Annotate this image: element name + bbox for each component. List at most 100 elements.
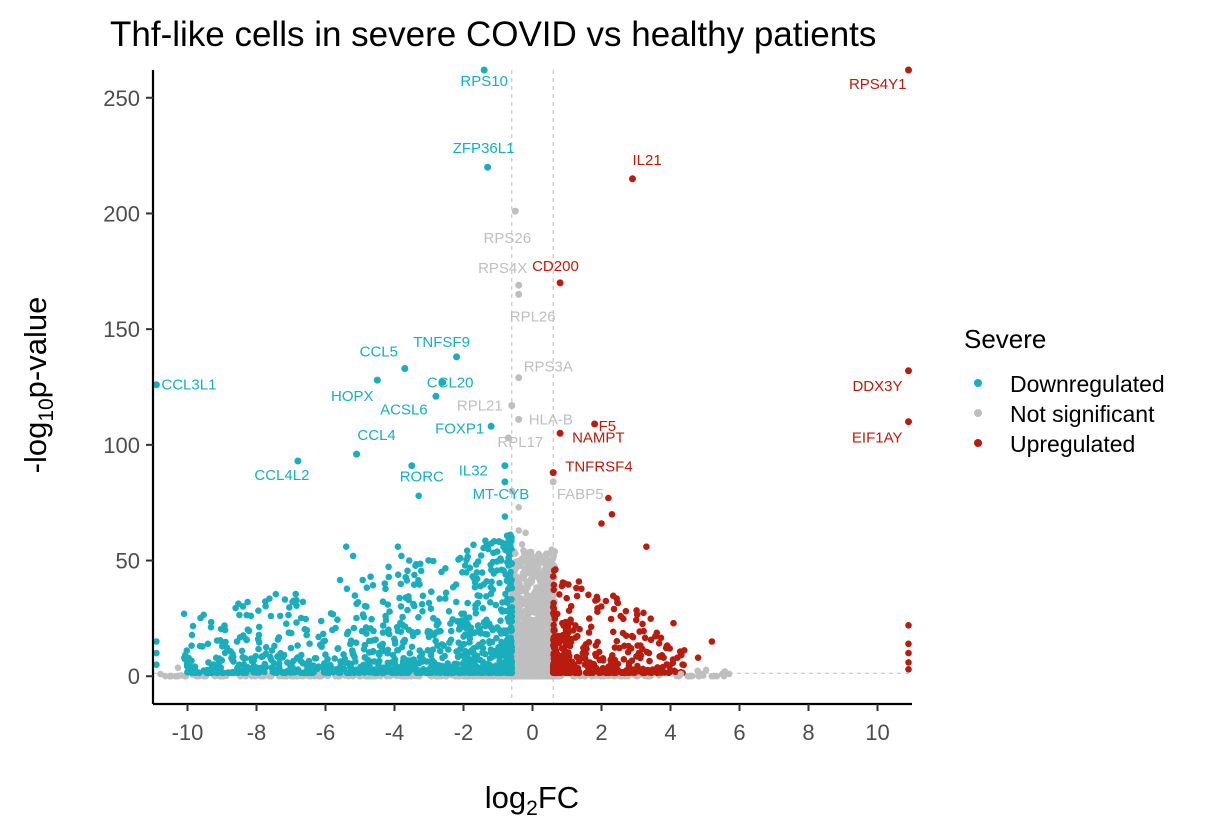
up-point (627, 645, 635, 652)
down-point (488, 566, 495, 574)
down-point (336, 576, 344, 584)
down-point (369, 581, 377, 589)
down-point (337, 662, 344, 670)
gene-label-ddx3y: DDX3Y (852, 378, 902, 395)
down-point (335, 669, 342, 676)
up-point (607, 615, 615, 623)
down-point (352, 639, 360, 646)
down-point (399, 669, 406, 676)
down-point (385, 563, 392, 571)
down-point (495, 538, 503, 545)
down-point (471, 583, 479, 591)
ns-point (536, 644, 543, 652)
down-point (483, 661, 490, 669)
down-point (262, 602, 269, 610)
gene-point-rps26 (511, 207, 519, 215)
down-point (502, 590, 509, 598)
up-point (560, 651, 567, 659)
down-point (503, 636, 511, 644)
down-point (462, 631, 469, 638)
gene-point-ccl3l1 (152, 381, 160, 389)
up-point (585, 663, 592, 671)
ns-point (528, 653, 535, 661)
gene-point-rorc (408, 462, 416, 470)
down-point (293, 668, 301, 675)
down-point (410, 600, 417, 608)
down-point (508, 596, 515, 603)
up-point (551, 626, 558, 634)
gene-point-ddx3y (905, 367, 912, 375)
ns-point (157, 670, 164, 678)
down-point (442, 595, 449, 602)
ns-point (713, 672, 721, 680)
down-point (497, 669, 504, 677)
x-tick-label: 4 (664, 720, 676, 745)
down-point (427, 667, 434, 674)
ns-point (524, 584, 531, 591)
up-point (565, 607, 573, 614)
ns-point (537, 588, 544, 595)
down-point (429, 661, 436, 668)
down-point (381, 580, 389, 587)
down-point (415, 614, 422, 621)
down-point (229, 650, 236, 658)
up-point (559, 631, 566, 639)
down-point (437, 627, 444, 635)
up-point (640, 609, 647, 617)
up-point (560, 666, 568, 674)
up-point (550, 636, 557, 644)
down-point (470, 669, 478, 676)
up-point (647, 669, 655, 676)
up-point (637, 642, 644, 649)
gene-point-rps10 (480, 66, 488, 74)
up-point (633, 611, 641, 618)
up-point (679, 661, 686, 668)
down-point (408, 643, 416, 651)
down-point (445, 646, 452, 653)
gene-label-fabp5: FABP5 (557, 486, 604, 503)
up-point (556, 591, 563, 598)
up-point (605, 494, 612, 502)
down-point (259, 652, 267, 660)
down-point (483, 631, 491, 638)
ns-point (528, 575, 535, 582)
gene-label-rpl17: RPL17 (497, 434, 543, 451)
up-point (670, 619, 677, 627)
up-point (568, 663, 575, 671)
down-point (272, 590, 280, 598)
down-point (215, 659, 223, 667)
down-point (441, 652, 449, 660)
down-point (283, 620, 290, 627)
up-point (645, 649, 653, 657)
up-point (552, 566, 559, 573)
down-point (361, 654, 369, 661)
down-point (416, 647, 424, 654)
up-point (657, 634, 665, 642)
up-point (694, 654, 702, 661)
down-point (319, 664, 326, 671)
down-point (215, 666, 222, 673)
down-point (255, 607, 262, 614)
down-point (504, 653, 512, 660)
down-point (505, 618, 513, 625)
down-point (499, 599, 506, 606)
down-point (399, 613, 406, 621)
down-point (470, 541, 477, 549)
up-point (663, 642, 671, 649)
gene-label-tnfsf9: TNFSF9 (413, 334, 470, 351)
gene-label-rps10: RPS10 (460, 73, 508, 90)
down-point (414, 628, 421, 636)
gene-label-il21: IL21 (633, 152, 662, 169)
gene-label-ccl3l1: CCL3L1 (161, 377, 216, 394)
up-point (666, 663, 673, 670)
down-point (276, 655, 283, 662)
down-point (280, 651, 288, 659)
down-point (501, 660, 509, 668)
down-point (262, 598, 269, 605)
down-point (359, 576, 367, 584)
up-point (639, 620, 646, 628)
x-tick-label: 0 (526, 720, 538, 745)
gene-label-nampt: NAMPT (572, 429, 625, 446)
down-point (411, 571, 418, 579)
down-point (419, 608, 426, 615)
